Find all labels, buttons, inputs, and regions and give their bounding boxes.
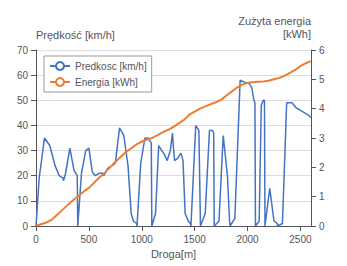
svg-text:500: 500 <box>81 234 98 245</box>
svg-text:[kWh]: [kWh] <box>283 28 311 40</box>
svg-text:50: 50 <box>17 95 29 106</box>
svg-text:Prędkość [km/h]: Prędkość [km/h] <box>36 29 115 41</box>
svg-text:Zużyta energia: Zużyta energia <box>238 15 312 27</box>
svg-text:30: 30 <box>17 145 29 156</box>
svg-text:5: 5 <box>319 74 325 85</box>
svg-text:0: 0 <box>22 221 28 232</box>
svg-text:6: 6 <box>319 45 325 56</box>
svg-text:3: 3 <box>319 133 325 144</box>
svg-text:2500: 2500 <box>289 234 312 245</box>
svg-text:20: 20 <box>17 170 29 181</box>
svg-text:70: 70 <box>17 45 29 56</box>
svg-text:0: 0 <box>319 221 325 232</box>
svg-text:60: 60 <box>17 70 29 81</box>
svg-text:1000: 1000 <box>131 234 154 245</box>
svg-text:10: 10 <box>17 195 29 206</box>
svg-text:Droga[m]: Droga[m] <box>151 248 196 260</box>
svg-text:40: 40 <box>17 120 29 131</box>
svg-text:2: 2 <box>319 162 325 173</box>
svg-text:2000: 2000 <box>236 234 259 245</box>
svg-text:1500: 1500 <box>184 234 207 245</box>
svg-text:0: 0 <box>33 234 39 245</box>
svg-text:4: 4 <box>319 103 325 114</box>
svg-text:Energia [kWh]: Energia [kWh] <box>75 77 138 88</box>
svg-text:Predkosc [km/h]: Predkosc [km/h] <box>75 61 147 72</box>
svg-text:1: 1 <box>319 191 325 202</box>
